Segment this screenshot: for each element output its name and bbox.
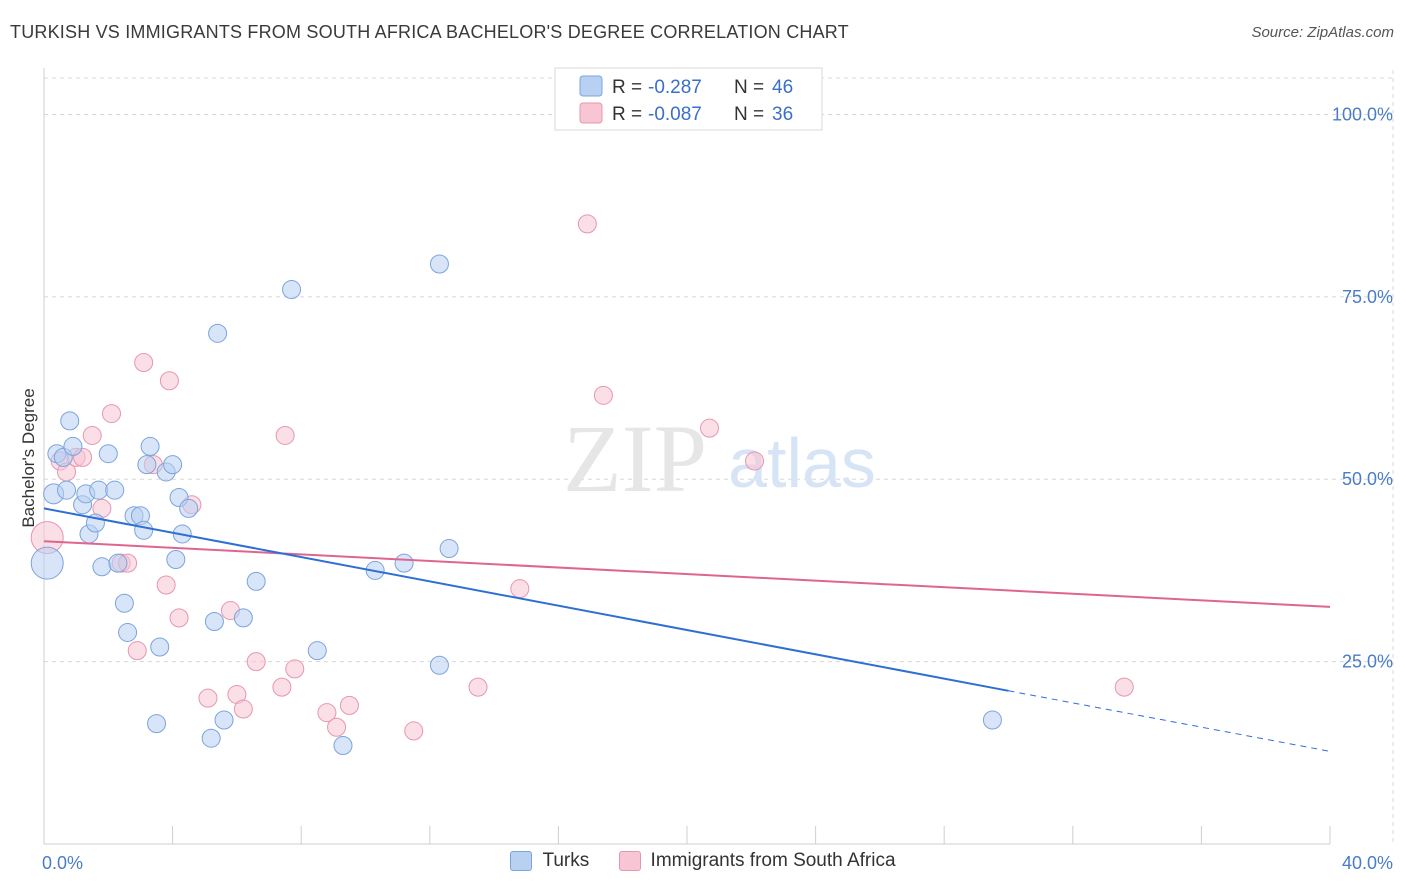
point-south-africa [745,451,765,471]
point-turks [150,637,170,657]
point-turks [147,714,167,734]
point-turks [246,571,266,591]
point-south-africa [127,641,147,661]
point-turks [163,455,183,475]
point-turks [214,710,234,730]
point-south-africa [233,699,253,719]
point-turks [60,411,80,431]
point-turks [307,641,327,661]
chart-title: TURKISH VS IMMIGRANTS FROM SOUTH AFRICA … [10,22,849,42]
legend-r-label-turks: R = [612,77,642,98]
point-south-africa [82,425,102,445]
y-tick-label: 50.0% [1342,469,1393,489]
x-tick-label: 0.0% [42,853,83,873]
trendline-turks [43,507,1009,692]
point-turks [429,655,449,675]
point-south-africa [246,652,266,672]
legend-swatch-south-africa [579,102,603,124]
point-south-africa [700,418,720,438]
point-south-africa [339,695,359,715]
point-south-africa [1114,677,1134,697]
points-south-africa [30,214,1134,741]
point-south-africa [317,703,337,723]
point-turks [98,444,118,464]
point-turks [233,608,253,628]
point-south-africa [272,677,292,697]
point-turks [166,549,186,569]
point-turks [140,436,160,456]
legend-n-label-south-africa: N = [734,104,764,125]
point-turks [137,455,157,475]
legend-item-turks[interactable]: Turks [510,850,589,872]
point-turks [30,546,64,580]
point-turks [92,557,112,577]
legend-r-value-south-africa: -0.087 [648,104,702,125]
point-turks [333,736,353,756]
legend-n-value-south-africa: 36 [772,104,793,125]
tick-labels: 25.0% 50.0% 75.0% 100.0% 0.0% 40.0% [42,104,1393,873]
point-turks [108,553,128,573]
point-turks [89,480,109,500]
point-south-africa [404,721,424,741]
legend-label-south-africa: Immigrants from South Africa [650,850,896,871]
point-south-africa [577,214,597,234]
point-turks [429,254,449,274]
y-axis-label: Bachelor's Degree [19,388,38,527]
point-turks [204,611,224,631]
legend-box: R = -0.287 N = 46 R = -0.087 N = 36 [554,67,823,131]
point-turks [63,436,83,456]
point-turks [282,280,302,300]
point-south-africa [275,425,295,445]
point-south-africa [159,371,179,391]
point-turks [57,480,77,500]
point-turks [208,323,228,343]
point-south-africa [169,608,189,628]
point-south-africa [156,575,176,595]
legend-swatch-turks [579,75,603,97]
legend-swatch-turks-bottom [510,851,533,871]
x-tick-label: 40.0% [1342,853,1393,873]
y-tick-label: 100.0% [1332,104,1393,124]
point-south-africa [468,677,488,697]
point-turks [394,553,414,573]
legend-n-value-turks: 46 [772,77,793,98]
point-south-africa [102,404,122,424]
point-turks [201,728,221,748]
point-turks [179,498,199,518]
point-turks [439,539,459,559]
point-south-africa [593,385,613,405]
source-label: Source: ZipAtlas.com [1251,24,1394,41]
point-turks [134,520,154,540]
point-turks [982,710,1002,730]
legend-item-south-africa[interactable]: Immigrants from South Africa [618,850,896,872]
legend-swatch-sa-bottom [618,851,641,871]
bottom-legend: Turks Immigrants from South Africa [0,850,1406,877]
y-tick-label: 75.0% [1342,287,1393,307]
watermark-zip: ZIP [563,405,707,512]
point-south-africa [134,353,154,373]
legend-label-turks: Turks [542,850,590,871]
y-tick-label: 25.0% [1342,652,1393,672]
point-turks [105,480,125,500]
trendline-south-africa [43,540,1331,608]
point-south-africa [198,688,218,708]
point-turks [118,622,138,642]
trendline-turks-extension [1008,690,1331,752]
point-south-africa [510,579,530,599]
legend-r-value-turks: -0.287 [648,77,702,98]
point-south-africa [285,659,305,679]
point-south-africa [327,717,347,737]
axes [43,68,1331,845]
grid-lines [44,70,1395,844]
points-turks [30,254,1002,756]
legend-r-label-south-africa: R = [612,104,642,125]
legend-n-label-turks: N = [734,77,764,98]
point-turks [114,593,134,613]
trend-lines [43,507,1331,752]
